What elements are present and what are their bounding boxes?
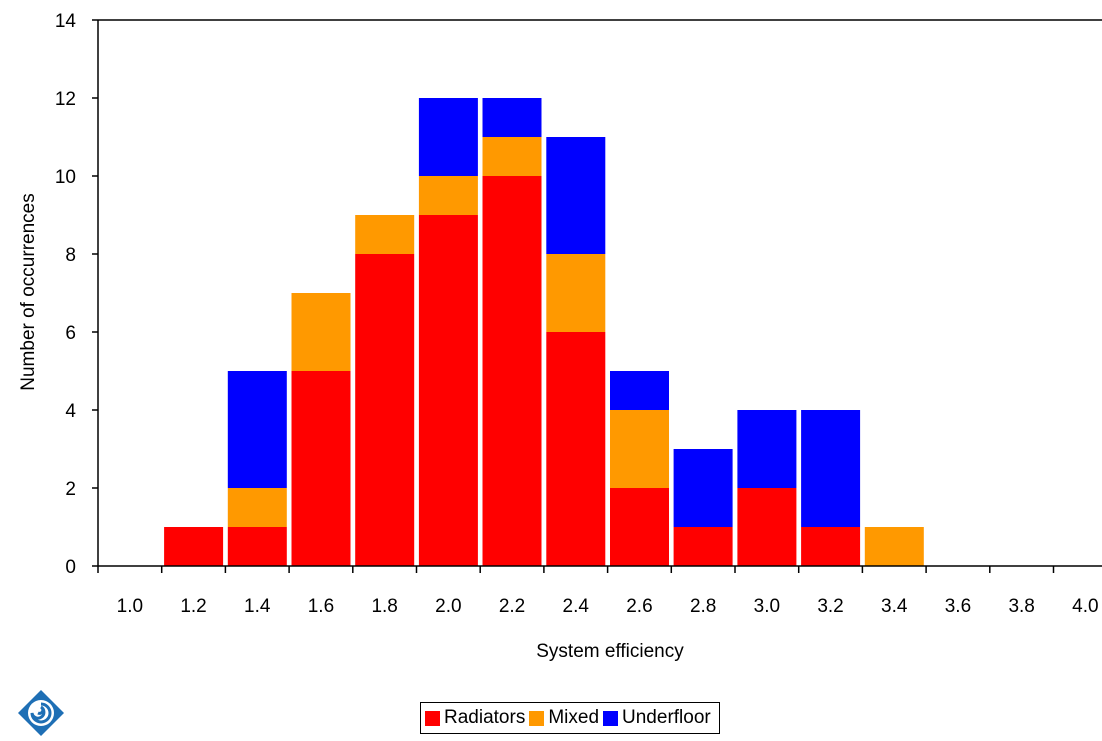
x-tick-label-2.0: 2.0 [435, 596, 461, 617]
bar-underfloor-2.2 [482, 98, 542, 137]
x-tick-label-3.4: 3.4 [881, 596, 908, 617]
bar-radiators-2.2 [482, 176, 542, 566]
bar-mixed-1.4 [227, 488, 287, 527]
bar-underfloor-1.4 [227, 371, 287, 488]
bar-radiators-1.6 [291, 371, 351, 566]
x-tick-label-4.0: 4.0 [1072, 596, 1098, 617]
bar-radiators-1.2 [164, 527, 224, 566]
bar-mixed-2.0 [418, 176, 478, 215]
legend-item-radiators: Radiators [425, 707, 525, 729]
x-tick-label-1.4: 1.4 [244, 596, 271, 617]
y-tick-label-8: 8 [65, 245, 76, 266]
plot-area: 0 2 4 6 8 10 12 14 1.0 1.2 1.4 1.6 1.8 2.0 2.2 2.4 2.6 2.… [55, 11, 1102, 617]
bar-mixed-1.8 [355, 215, 415, 254]
x-tick-label-1.6: 1.6 [308, 596, 334, 617]
y-tick-label-12: 12 [55, 89, 76, 110]
y-tick-label-6: 6 [65, 323, 76, 344]
x-tick-label-3.8: 3.8 [1008, 596, 1034, 617]
bar-radiators-2.0 [418, 215, 478, 566]
x-tick-label-3.0: 3.0 [754, 596, 780, 617]
legend-label-mixed: Mixed [548, 707, 600, 728]
legend-item-underfloor: Underfloor [603, 707, 711, 729]
x-axis-title: System efficiency [536, 641, 684, 662]
bar-mixed-2.6 [610, 410, 669, 488]
bar-underfloor-2.6 [610, 371, 669, 410]
y-tick-label-4: 4 [65, 401, 76, 422]
x-tick-label-1.2: 1.2 [180, 596, 206, 617]
bar-underfloor-3.0 [737, 410, 797, 488]
x-tick-label-2.6: 2.6 [626, 596, 652, 617]
y-tick-label-10: 10 [55, 167, 76, 188]
bar-radiators-1.4 [227, 527, 287, 566]
legend-swatch-radiators [425, 710, 440, 726]
bar-radiators-3.2 [801, 527, 861, 566]
x-tick-label-3.2: 3.2 [817, 596, 843, 617]
y-axis-title: Number of occurrences [18, 193, 39, 390]
bar-underfloor-3.2 [801, 410, 861, 527]
x-tick-label-2.2: 2.2 [499, 596, 525, 617]
x-tick-label-1.8: 1.8 [371, 596, 397, 617]
legend-item-mixed: Mixed [529, 707, 599, 729]
bar-mixed-1.6 [291, 293, 351, 371]
bar-radiators-2.6 [610, 488, 669, 566]
bar-radiators-2.8 [673, 527, 733, 566]
x-tick-label-2.4: 2.4 [563, 596, 590, 617]
y-tick-label-2: 2 [65, 479, 76, 500]
x-tick-label-2.8: 2.8 [690, 596, 716, 617]
legend-swatch-mixed [529, 710, 545, 726]
bar-mixed-3.4 [864, 527, 924, 566]
y-tick-label-0: 0 [65, 557, 76, 578]
bar-radiators-1.8 [355, 254, 415, 566]
x-tick-label-1.0: 1.0 [117, 596, 143, 617]
legend-label-underfloor: Underfloor [622, 707, 711, 728]
bar-underfloor-2.0 [418, 98, 478, 176]
y-tick-label-14: 14 [55, 11, 77, 32]
bar-radiators-2.4 [546, 332, 606, 566]
legend-label-radiators: Radiators [444, 707, 526, 728]
legend-swatch-underfloor [603, 710, 619, 726]
bar-underfloor-2.8 [673, 449, 733, 527]
bar-mixed-2.2 [482, 137, 542, 176]
bar-radiators-3.0 [737, 488, 797, 566]
bar-underfloor-2.4 [546, 137, 606, 254]
bar-mixed-2.4 [546, 254, 606, 332]
x-tick-label-3.6: 3.6 [945, 596, 971, 617]
company-swirl-logo-icon [18, 690, 64, 736]
legend: Radiators Mixed Underfloor [420, 702, 720, 734]
